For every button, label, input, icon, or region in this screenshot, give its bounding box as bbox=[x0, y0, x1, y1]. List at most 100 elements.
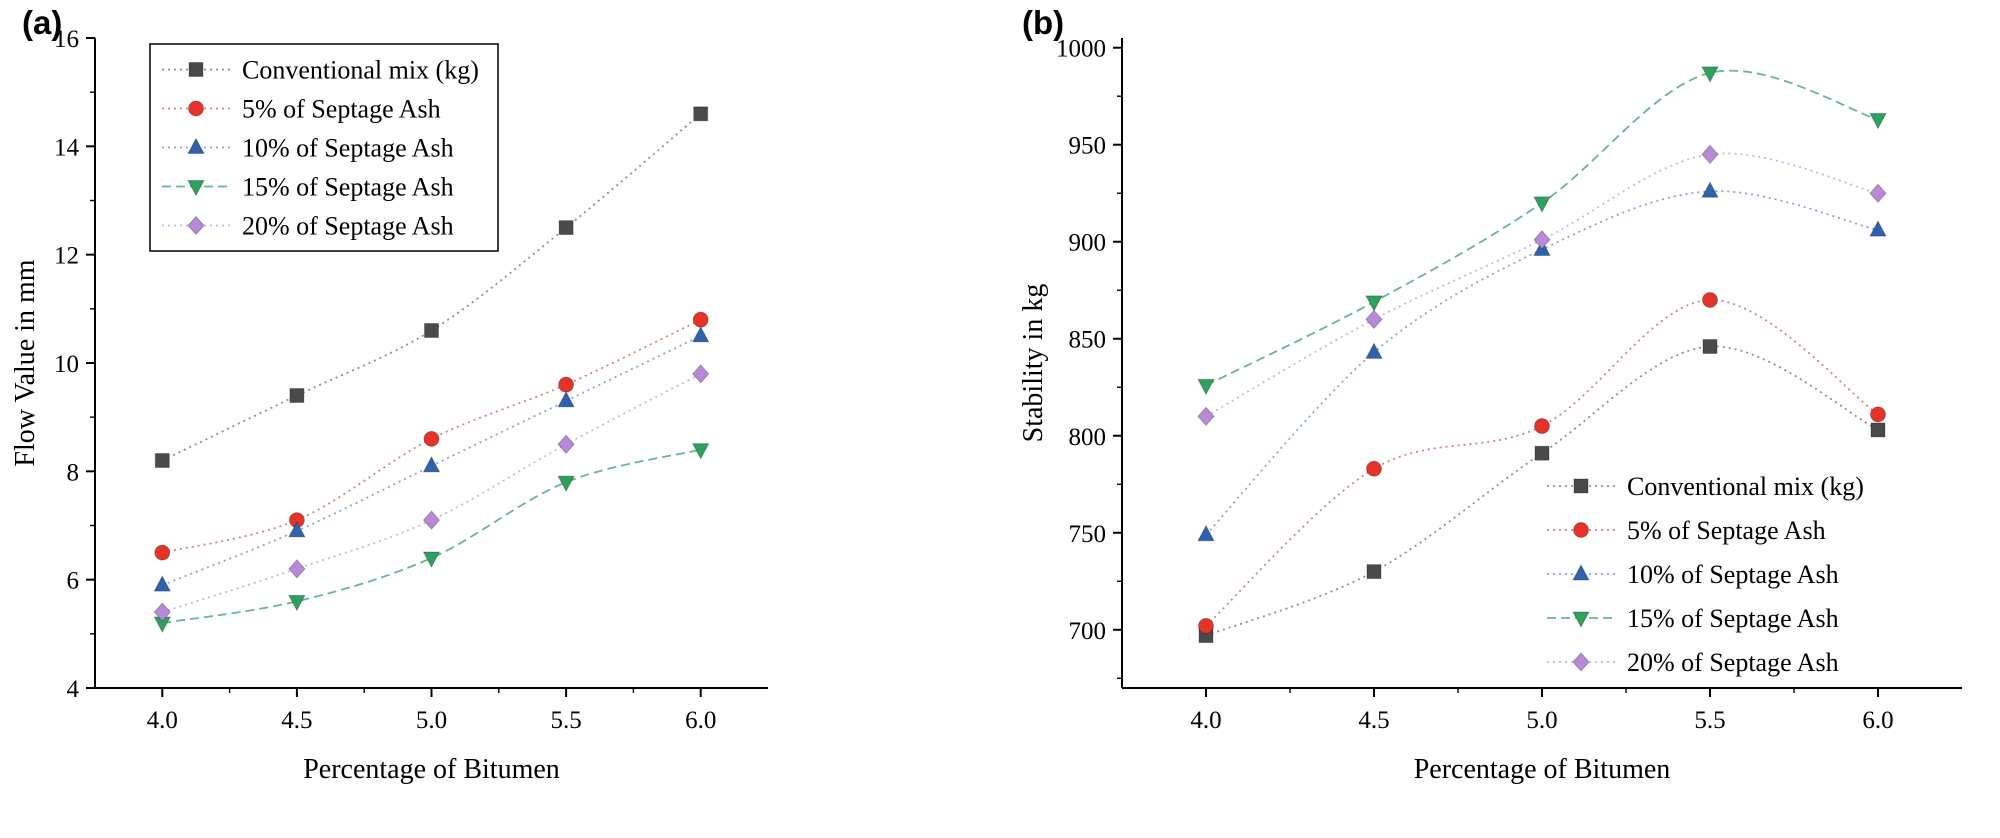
flow-value-chart: 4.0 4.5 5.0 5.5 6.0 4 6 8 10 12 14 16 Percentage of … bbox=[10, 26, 768, 785]
stability-chart: 4.0 4.5 5.0 5.5 6.0 700 750 800 850 900 950 1000 Per… bbox=[1018, 36, 1962, 785]
circle-marker bbox=[692, 311, 709, 328]
triangle-up-marker bbox=[1869, 220, 1887, 237]
diamond-marker bbox=[1572, 652, 1590, 672]
x-tick-label: 4.0 bbox=[147, 707, 178, 734]
triangle-up-marker bbox=[422, 455, 441, 473]
triangle-down-marker bbox=[1533, 196, 1551, 213]
legend-label: 20% of Septage Ash bbox=[1627, 648, 1839, 677]
y-tick-label: 14 bbox=[54, 134, 80, 161]
series-15-of-septage-ash bbox=[153, 443, 710, 634]
legend-label: Conventional mix (kg) bbox=[1627, 472, 1864, 501]
square-marker bbox=[154, 453, 170, 468]
x-tick-label: 6.0 bbox=[685, 707, 716, 734]
y-axis-title: Flow Value in mm bbox=[10, 259, 41, 466]
diamond-marker bbox=[153, 602, 171, 622]
circle-marker bbox=[188, 100, 204, 117]
diamond-marker bbox=[187, 215, 205, 236]
series-line bbox=[162, 318, 702, 554]
triangle-down-marker bbox=[1197, 378, 1215, 396]
square-marker bbox=[424, 323, 439, 338]
axes bbox=[86, 37, 768, 697]
square-marker bbox=[1366, 564, 1382, 580]
triangle-down-marker bbox=[422, 551, 441, 569]
x-tick-label: 5.5 bbox=[1694, 707, 1725, 734]
x-axis-title: Percentage of Bitumen bbox=[303, 754, 560, 785]
x-tick-label: 4.5 bbox=[281, 707, 312, 734]
panel-a: (a) 4.0 4.5 5.0 5.5 6.0 4 6 8 10 12 14 16 Percentage… bbox=[10, 4, 768, 785]
square-marker bbox=[1534, 445, 1550, 461]
legend-label: 10% of Septage Ash bbox=[242, 134, 454, 163]
square-marker bbox=[1702, 339, 1718, 355]
triangle-down-marker bbox=[288, 594, 306, 612]
x-tick-label: 6.0 bbox=[1862, 707, 1893, 734]
y-tick-label: 10 bbox=[54, 351, 79, 378]
series-10-of-septage-ash bbox=[1197, 181, 1887, 542]
triangle-up-marker bbox=[557, 390, 575, 408]
y-tick-label: 8 bbox=[67, 459, 80, 486]
square-marker bbox=[1870, 422, 1886, 438]
x-tick-label: 4.5 bbox=[1358, 707, 1389, 734]
y-tick-label: 16 bbox=[54, 26, 79, 53]
triangle-down-marker bbox=[1365, 295, 1383, 312]
diamond-marker bbox=[1701, 144, 1719, 165]
panel-b: (b) 4.0 4.5 5.0 5.5 6.0 700 750 800 850 900 950 100… bbox=[1000, 0, 2000, 838]
x-tick-label: 5.0 bbox=[416, 707, 447, 734]
circle-marker bbox=[1366, 460, 1382, 477]
triangle-down-marker bbox=[1701, 66, 1719, 83]
series-line bbox=[162, 373, 702, 614]
diamond-marker bbox=[1197, 406, 1215, 427]
circle-marker bbox=[1870, 406, 1886, 423]
y-tick-label: 12 bbox=[54, 243, 79, 270]
triangle-down-marker bbox=[1869, 112, 1887, 130]
triangle-up-marker bbox=[1701, 181, 1719, 198]
legend-label: 10% of Septage Ash bbox=[1627, 560, 1839, 589]
legend-label: 15% of Septage Ash bbox=[1627, 604, 1839, 633]
circle-marker bbox=[423, 430, 440, 447]
series-conventional-mix-kg bbox=[1198, 339, 1886, 644]
panel-a-tag: (a) bbox=[22, 4, 63, 41]
x-tick-label: 5.5 bbox=[550, 707, 581, 734]
legend-label: 5% of Septage Ash bbox=[1627, 516, 1826, 545]
x-tick-label: 5.0 bbox=[1526, 707, 1557, 734]
triangle-down-marker bbox=[691, 443, 710, 460]
axes bbox=[1113, 38, 1962, 697]
triangle-up-marker bbox=[1572, 563, 1590, 581]
diamond-marker bbox=[288, 559, 306, 579]
series-20-of-septage-ash bbox=[153, 364, 710, 622]
triangle-down-marker bbox=[557, 475, 575, 493]
y-tick-label: 850 bbox=[1069, 327, 1107, 354]
legend-label: 20% of Septage Ash bbox=[242, 212, 454, 241]
triangle-up-marker bbox=[691, 325, 710, 343]
series-20-of-septage-ash bbox=[1197, 144, 1887, 427]
circle-marker bbox=[1702, 291, 1718, 308]
square-marker bbox=[289, 388, 305, 403]
square-marker bbox=[1573, 478, 1589, 494]
circle-marker bbox=[558, 376, 575, 393]
panel-b-tag: (b) bbox=[1022, 4, 1065, 41]
y-tick-label: 800 bbox=[1069, 424, 1107, 451]
diamond-marker bbox=[692, 364, 710, 384]
triangle-up-marker bbox=[187, 137, 205, 154]
series-10-of-septage-ash bbox=[153, 325, 710, 592]
triangle-up-marker bbox=[1197, 524, 1215, 542]
series-line bbox=[1205, 299, 1879, 627]
triangle-down-marker bbox=[187, 180, 205, 197]
legend-label: 15% of Septage Ash bbox=[242, 173, 454, 202]
circle-marker bbox=[1198, 617, 1214, 634]
diamond-marker bbox=[1533, 230, 1551, 250]
legend: Conventional mix (kg) 5% of Septage Ash 10… bbox=[1547, 472, 1864, 677]
triangle-down-marker bbox=[1572, 611, 1590, 629]
diamond-marker bbox=[557, 434, 575, 455]
legend: Conventional mix (kg) 5% of Septage Ash 10… bbox=[149, 43, 499, 252]
diamond-marker bbox=[1869, 183, 1887, 203]
series-15-of-septage-ash bbox=[1197, 66, 1887, 396]
circle-marker bbox=[154, 544, 171, 561]
series-5-of-septage-ash bbox=[154, 311, 709, 561]
x-tick-label: 4.0 bbox=[1190, 707, 1221, 734]
x-axis-title: Percentage of Bitumen bbox=[1414, 754, 1671, 785]
diamond-marker bbox=[422, 510, 441, 530]
triangle-up-marker bbox=[1365, 342, 1383, 359]
series-line bbox=[1205, 152, 1879, 418]
y-tick-label: 950 bbox=[1069, 133, 1107, 160]
